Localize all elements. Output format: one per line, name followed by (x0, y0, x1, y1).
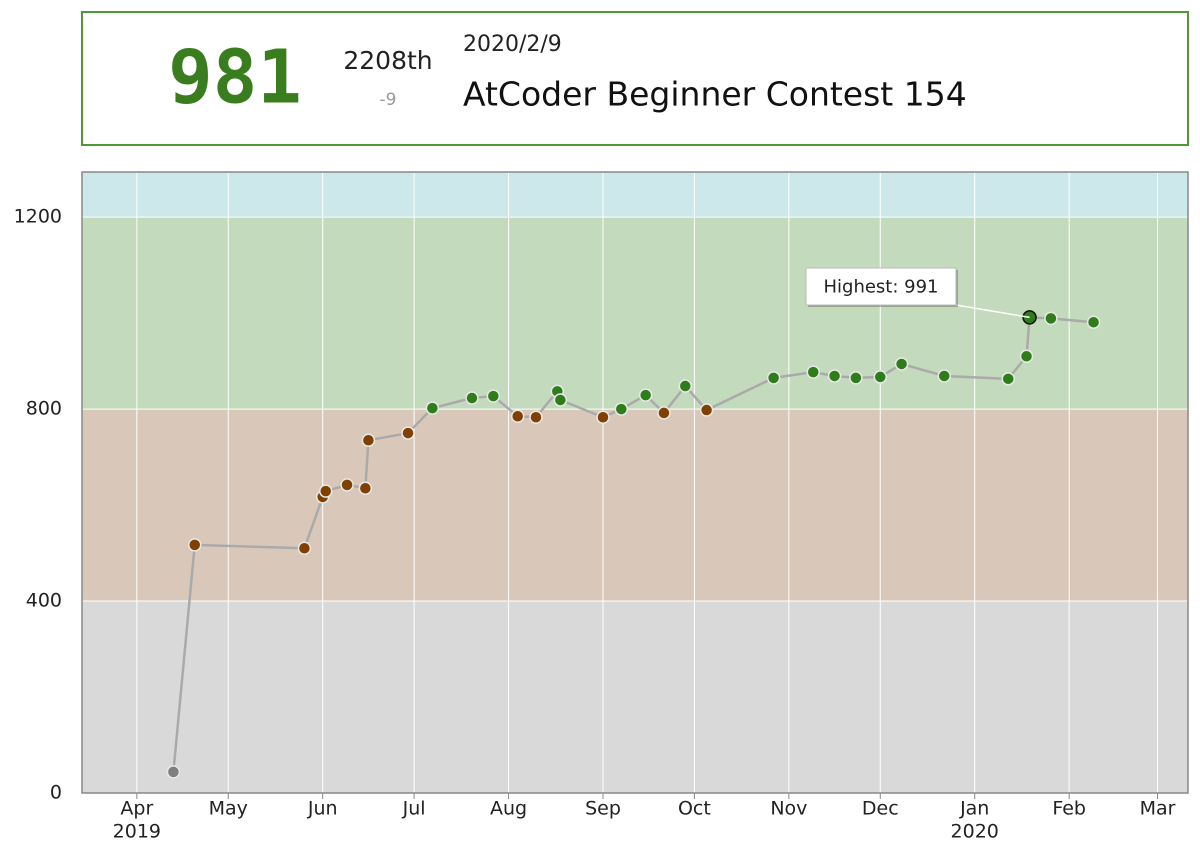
y-tick-label: 400 (26, 590, 62, 612)
rating-band (82, 409, 1188, 602)
rating-point (894, 357, 909, 371)
x-tick-label: Oct (678, 798, 711, 820)
rating-point (827, 369, 842, 383)
rating-point (529, 410, 543, 424)
y-tick-label: 800 (26, 398, 62, 420)
rating-point (873, 370, 888, 384)
rating-point (553, 393, 568, 407)
contest-card (81, 11, 1189, 146)
rating-diff: -9 (380, 90, 397, 110)
contest-date: 2020/2/9 (463, 32, 562, 57)
rating-point (657, 406, 671, 420)
rating-point (614, 402, 629, 416)
x-tick-label: May (209, 798, 248, 820)
rating-point (401, 426, 415, 440)
rating-point (465, 391, 479, 405)
rank: 2208th (343, 46, 432, 75)
rating-point (766, 371, 781, 385)
x-tick-label: Dec (862, 798, 899, 820)
rating-point (806, 365, 820, 379)
rating-point (187, 538, 202, 552)
rating-point (849, 371, 863, 385)
rating: 981 (168, 35, 302, 121)
x-tick-label: Jun (307, 798, 338, 820)
x-tick-label: Sep (585, 798, 621, 820)
x-year-label: 2020 (951, 821, 999, 843)
x-tick-label: Apr (120, 798, 153, 820)
rating-point (510, 409, 525, 424)
x-tick-label: Feb (1052, 798, 1086, 820)
rating-point (937, 369, 952, 383)
x-tick-label: Aug (490, 798, 527, 820)
rating-point (358, 481, 373, 496)
plot-frame (81, 171, 1189, 794)
rating-band (82, 217, 1188, 410)
rating-line (172, 316, 1094, 773)
rating-point (1044, 311, 1058, 326)
annotation-box (805, 267, 957, 306)
rating-point (1086, 315, 1101, 329)
rating-point (486, 389, 501, 403)
x-tick-label: Nov (770, 798, 807, 820)
rating-point (678, 379, 693, 393)
rating-point (166, 765, 181, 779)
contest-name: AtCoder Beginner Contest 154 (463, 75, 967, 114)
rating-point (361, 433, 376, 448)
rating-point (425, 401, 440, 415)
rating-point (340, 478, 354, 492)
rating-point (596, 410, 610, 424)
annotation-leader (955, 304, 1030, 319)
rating-point (699, 403, 714, 417)
rating-point (1019, 349, 1034, 364)
rating-point (1001, 372, 1015, 386)
rating-band (82, 172, 1188, 218)
y-tick-label: 1200 (14, 206, 62, 228)
y-tick-label: 0 (50, 782, 62, 804)
rating-point (318, 484, 333, 498)
x-tick-label: Mar (1140, 798, 1176, 820)
rating-band (82, 601, 1188, 793)
annotation-text: Highest: 991 (823, 277, 938, 298)
rating-point (297, 541, 312, 555)
rating-point (638, 388, 653, 402)
x-tick-label: Jul (402, 798, 426, 820)
x-year-label: 2019 (113, 821, 161, 843)
x-tick-label: Jan (959, 798, 989, 820)
